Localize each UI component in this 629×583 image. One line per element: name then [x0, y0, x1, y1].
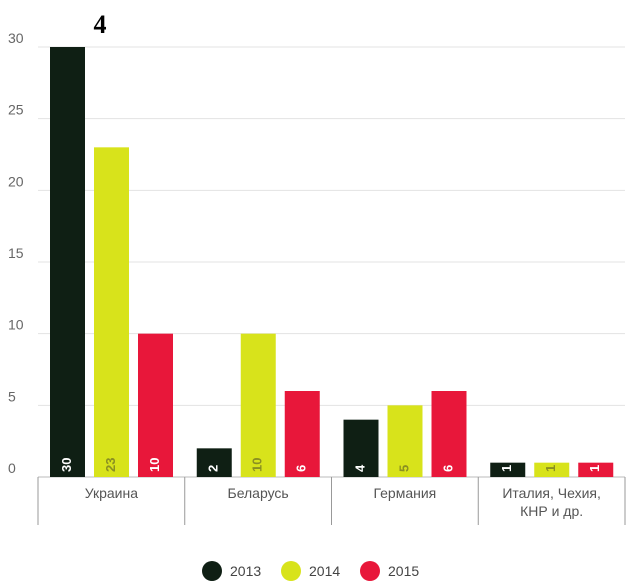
legend-label: 2014 — [309, 563, 340, 579]
bars: 30 23 10 2 10 6 4 5 6 1 1 1 — [50, 47, 614, 478]
x-category-label: Германия — [373, 485, 436, 501]
bar-value-label: 2 — [206, 465, 221, 472]
x-category-label: Италия, Чехия, КНР и др. — [502, 485, 601, 519]
bar-value-label: 6 — [294, 465, 309, 472]
bar-2014-3 — [387, 405, 423, 477]
legend-swatch-2015 — [360, 561, 380, 581]
bar-2013-1 — [50, 47, 85, 477]
bar-value-label: 6 — [440, 465, 455, 472]
bar-value-label: 23 — [103, 458, 118, 472]
grid-lines — [38, 46, 625, 478]
y-axis-ticks: 0 5 10 15 20 25 30 — [8, 30, 24, 476]
bar-value-label: 5 — [396, 465, 411, 472]
y-tick-label: 20 — [8, 173, 24, 189]
y-tick-label: 15 — [8, 245, 24, 261]
bar-value-label: 30 — [59, 458, 74, 472]
bar-value-label: 1 — [543, 465, 558, 472]
x-category-label: Беларусь — [228, 485, 289, 501]
bar-2013-4 — [490, 462, 526, 477]
chart-title: 4 — [94, 10, 107, 39]
bar-value-label: 10 — [147, 458, 162, 472]
y-tick-label: 5 — [8, 388, 16, 404]
bar-2015-1 — [138, 333, 173, 477]
legend-swatch-2014 — [281, 561, 301, 581]
x-category-label: Украина — [85, 485, 139, 501]
legend-label: 2013 — [230, 563, 261, 579]
bar-2015-2 — [284, 391, 320, 477]
legend-swatch-2013 — [202, 561, 222, 581]
bar-value-label: 1 — [587, 465, 602, 472]
bar-2013-2 — [196, 448, 232, 477]
y-tick-label: 0 — [8, 460, 16, 476]
y-tick-label: 25 — [8, 102, 24, 118]
bar-2014-4 — [534, 462, 570, 477]
bar-2014-1 — [94, 147, 129, 478]
x-axis: Украина Беларусь Германия Италия, Чехия, КНР… — [37, 477, 626, 525]
bar-2013-3 — [343, 419, 379, 477]
legend-label: 2015 — [388, 563, 419, 579]
bar-2014-2 — [240, 333, 276, 477]
bar-2015-3 — [431, 391, 467, 477]
bar-value-label: 1 — [499, 465, 514, 472]
legend: 2013 2014 2015 — [202, 561, 419, 581]
y-tick-label: 10 — [8, 317, 24, 333]
bar-2015-4 — [578, 462, 614, 477]
y-tick-label: 30 — [8, 30, 24, 46]
bar-value-label: 4 — [352, 464, 367, 472]
bar-value-label: 10 — [250, 458, 265, 472]
